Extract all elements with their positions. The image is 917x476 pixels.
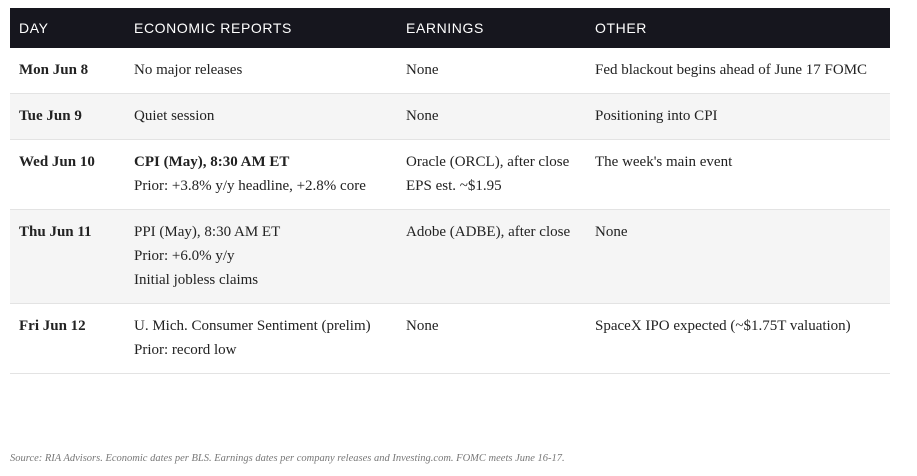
economic-line: Quiet session — [134, 108, 215, 124]
economic-line: No major releases — [134, 62, 243, 78]
economic-cell: No major releases — [125, 48, 397, 94]
economic-line-headline: CPI (May), 8:30 AM ET — [134, 154, 290, 170]
weekly-schedule-table: DAY ECONOMIC REPORTS EARNINGS OTHER Mon … — [10, 8, 890, 374]
earnings-line: EPS est. ~$1.95 — [406, 178, 502, 194]
economic-cell: PPI (May), 8:30 AM ET Prior: +6.0% y/y I… — [125, 209, 397, 304]
day-cell: Fri Jun 12 — [10, 303, 125, 374]
economic-line: Prior: record low — [134, 342, 237, 358]
other-line: Fed blackout begins ahead of June 17 FOM… — [595, 62, 868, 78]
table-row: Wed Jun 10 CPI (May), 8:30 AM ET Prior: … — [10, 139, 890, 210]
earnings-cell: None — [397, 303, 586, 374]
header-day: DAY — [19, 20, 49, 36]
header-earnings: EARNINGS — [406, 20, 484, 36]
other-line: None — [595, 224, 628, 240]
day-cell: Mon Jun 8 — [10, 48, 125, 94]
earnings-line: None — [406, 318, 439, 334]
header-economic-reports: ECONOMIC REPORTS — [134, 20, 292, 36]
economic-line: PPI (May), 8:30 AM ET — [134, 224, 281, 240]
table-row: Tue Jun 9 Quiet session None Positioning… — [10, 93, 890, 140]
economic-line: U. Mich. Consumer Sentiment (prelim) — [134, 318, 371, 334]
other-cell: Positioning into CPI — [586, 93, 890, 140]
other-line: The week's main event — [595, 154, 733, 170]
day-cell: Thu Jun 11 — [10, 209, 125, 304]
earnings-cell: Adobe (ADBE), after close — [397, 209, 586, 304]
economic-line: Prior: +6.0% y/y — [134, 248, 235, 264]
other-line: SpaceX IPO expected (~$1.75T valuation) — [595, 318, 851, 334]
economic-cell: U. Mich. Consumer Sentiment (prelim) Pri… — [125, 303, 397, 374]
earnings-cell: None — [397, 93, 586, 140]
other-line: Positioning into CPI — [595, 108, 718, 124]
economic-line: Prior: +3.8% y/y headline, +2.8% core — [134, 178, 366, 194]
day-cell: Wed Jun 10 — [10, 139, 125, 210]
other-cell: The week's main event — [586, 139, 890, 210]
other-cell: Fed blackout begins ahead of June 17 FOM… — [586, 48, 890, 94]
other-cell: None — [586, 209, 890, 304]
table-row: Mon Jun 8 No major releases None Fed bla… — [10, 48, 890, 94]
earnings-line: Oracle (ORCL), after close — [406, 154, 570, 170]
economic-cell: Quiet session — [125, 93, 397, 140]
earnings-cell: Oracle (ORCL), after close EPS est. ~$1.… — [397, 139, 586, 210]
table-row: Thu Jun 11 PPI (May), 8:30 AM ET Prior: … — [10, 209, 890, 304]
earnings-line: None — [406, 108, 439, 124]
table-header-row: DAY ECONOMIC REPORTS EARNINGS OTHER — [10, 8, 890, 48]
table-row: Fri Jun 12 U. Mich. Consumer Sentiment (… — [10, 303, 890, 374]
earnings-line: Adobe (ADBE), after close — [406, 224, 571, 240]
header-other: OTHER — [595, 20, 647, 36]
economic-line: Initial jobless claims — [134, 272, 259, 288]
other-cell: SpaceX IPO expected (~$1.75T valuation) — [586, 303, 890, 374]
day-cell: Tue Jun 9 — [10, 93, 125, 140]
economic-cell: CPI (May), 8:30 AM ET Prior: +3.8% y/y h… — [125, 139, 397, 210]
source-note: Source: RIA Advisors. Economic dates per… — [10, 453, 565, 464]
earnings-line: None — [406, 62, 439, 78]
earnings-cell: None — [397, 48, 586, 94]
